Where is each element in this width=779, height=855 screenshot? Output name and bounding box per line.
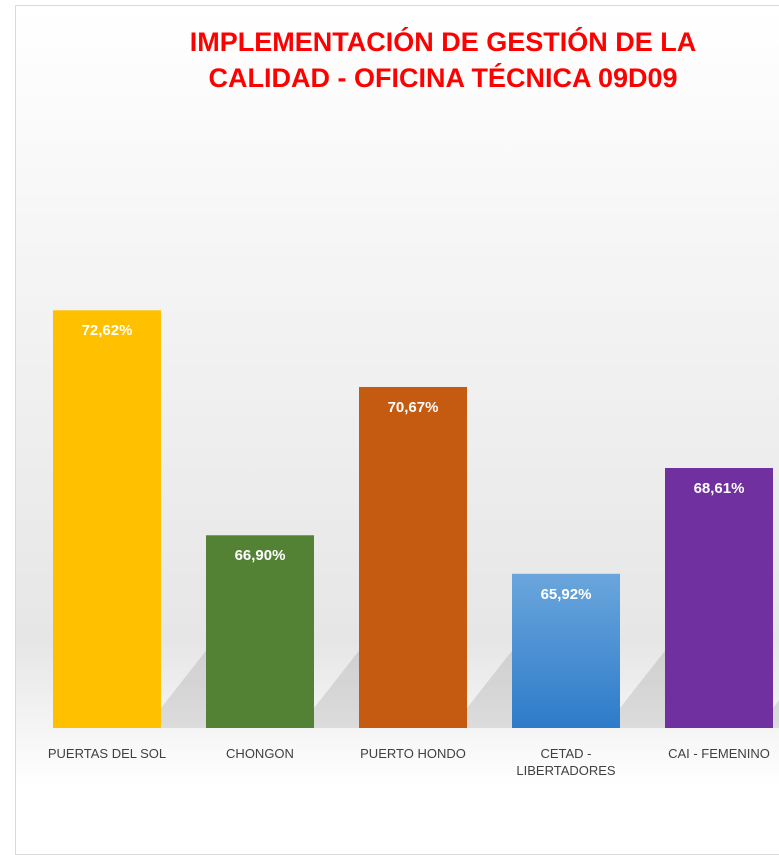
data-label: 68,61% <box>694 480 745 497</box>
bar-shadow <box>773 638 779 728</box>
x-tick-label: CETAD - LIBERTADORES <box>499 745 634 779</box>
plot-area: 72,62% 66,90% 70,67% 65,92% 68,61% <box>16 6 779 855</box>
data-label: 66,90% <box>235 547 286 564</box>
data-label: 72,62% <box>82 322 133 339</box>
x-tick-label: PUERTAS DEL SOL <box>40 745 175 762</box>
chart: IMPLEMENTACIÓN DE GESTIÓN DE LA CALIDAD … <box>15 5 779 855</box>
x-tick-label: CHONGON <box>193 745 328 762</box>
x-tick-label: PUERTO HONDO <box>346 745 481 762</box>
bar <box>359 387 467 728</box>
data-label: 70,67% <box>388 399 439 416</box>
data-label: 65,92% <box>541 586 592 603</box>
bar <box>53 310 161 728</box>
x-tick-label: CAI - FEMENINO <box>652 745 779 762</box>
bar <box>665 468 773 728</box>
